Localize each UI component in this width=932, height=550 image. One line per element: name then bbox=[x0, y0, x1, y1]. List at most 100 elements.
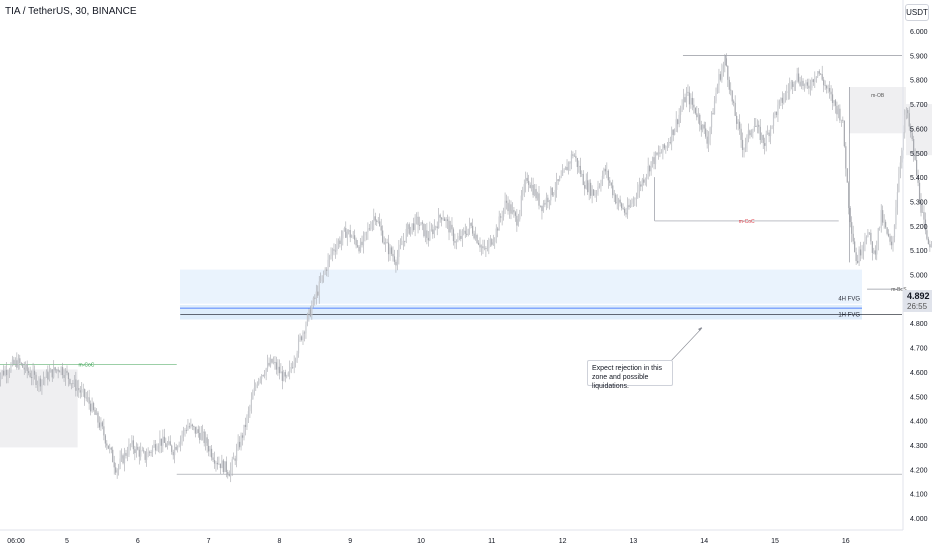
candle-body bbox=[918, 182, 921, 202]
candle-body bbox=[799, 81, 801, 86]
candle-body bbox=[715, 93, 717, 102]
projection bbox=[669, 327, 703, 363]
candle-body bbox=[812, 79, 814, 83]
candle-body bbox=[143, 450, 145, 452]
candle-body bbox=[451, 224, 453, 230]
candle-body bbox=[411, 223, 413, 228]
candle-body bbox=[101, 422, 103, 427]
candle-body bbox=[492, 242, 494, 245]
structure-label: m-BoS bbox=[891, 287, 907, 293]
candle-body bbox=[417, 216, 419, 225]
candle-body bbox=[150, 451, 152, 453]
candle-body bbox=[544, 203, 546, 205]
candle-body bbox=[387, 242, 390, 255]
candle-body bbox=[535, 189, 537, 199]
candle-body bbox=[587, 180, 589, 193]
candle-body bbox=[854, 241, 856, 253]
candle-body bbox=[696, 113, 698, 118]
candle-body bbox=[246, 416, 248, 428]
candle-body bbox=[916, 159, 918, 176]
candle-body bbox=[206, 437, 208, 446]
candle-body bbox=[79, 390, 81, 393]
candle-body bbox=[185, 429, 188, 431]
time-tick-label: 14 bbox=[700, 538, 708, 545]
candle-body bbox=[867, 232, 869, 237]
candle-body bbox=[267, 362, 269, 369]
candle-body bbox=[677, 119, 679, 125]
candle-body bbox=[402, 240, 404, 245]
candle-body bbox=[687, 91, 689, 93]
candle-body bbox=[202, 431, 204, 433]
price-tick-label: 5.600 bbox=[910, 126, 928, 133]
fvg-zone bbox=[180, 269, 862, 304]
candle-body bbox=[126, 454, 129, 456]
price-tick-label: 4.800 bbox=[910, 321, 928, 328]
candle-body bbox=[359, 241, 362, 252]
candle-body bbox=[678, 114, 680, 125]
candle-body bbox=[76, 387, 78, 391]
candle-body bbox=[503, 208, 505, 217]
candle-body bbox=[590, 182, 592, 196]
candle-body bbox=[722, 64, 724, 71]
candle-body bbox=[85, 397, 87, 399]
candle-body bbox=[427, 237, 429, 241]
candle-body bbox=[899, 162, 901, 174]
candle-body bbox=[178, 444, 180, 447]
annotation-note[interactable]: Expect rejection in this zone and possib… bbox=[587, 360, 673, 390]
candle-body bbox=[734, 102, 736, 116]
candle-body bbox=[879, 226, 881, 229]
candle-body bbox=[35, 374, 37, 385]
candle-body bbox=[749, 130, 751, 136]
price-tick-label: 4.100 bbox=[910, 492, 928, 499]
candle-body bbox=[432, 229, 434, 235]
candle-body bbox=[747, 130, 750, 136]
candle-body bbox=[54, 367, 56, 371]
price-tick-label: 4.700 bbox=[910, 346, 928, 353]
candle-body bbox=[157, 445, 160, 449]
price-tick-label: 5.300 bbox=[910, 199, 928, 206]
candle-body bbox=[194, 426, 196, 434]
candle-body bbox=[377, 221, 379, 223]
candle-body bbox=[498, 216, 500, 231]
candle-body bbox=[20, 363, 22, 364]
candle-body bbox=[609, 180, 611, 183]
candle-body bbox=[162, 436, 164, 446]
candle-body bbox=[129, 444, 132, 446]
candle-body bbox=[5, 369, 8, 376]
candle-body bbox=[382, 230, 384, 243]
candle-body bbox=[893, 224, 896, 238]
candle-body bbox=[219, 463, 221, 469]
candle-body bbox=[256, 384, 258, 387]
candle-body bbox=[889, 236, 891, 242]
candle-body bbox=[855, 252, 857, 261]
candle-body bbox=[743, 148, 745, 151]
candle-body bbox=[662, 144, 664, 153]
candle-body bbox=[286, 375, 288, 377]
candle-body bbox=[249, 407, 251, 412]
candle-body bbox=[181, 435, 183, 439]
candle-body bbox=[858, 249, 860, 263]
candle-body bbox=[393, 256, 396, 262]
candle-body bbox=[314, 297, 316, 299]
candle-body bbox=[541, 205, 543, 212]
candle-body bbox=[269, 358, 272, 366]
candle-body bbox=[905, 110, 907, 115]
candle-body bbox=[843, 120, 845, 147]
candle-body bbox=[31, 376, 33, 378]
candle-body bbox=[672, 129, 674, 135]
candle-body bbox=[208, 445, 210, 452]
candle-body bbox=[441, 217, 443, 220]
candle-body bbox=[236, 448, 238, 461]
candle-body bbox=[731, 90, 733, 102]
candle-body bbox=[261, 375, 263, 379]
candle-body bbox=[691, 97, 693, 105]
candle-body bbox=[221, 460, 223, 469]
currency-button[interactable]: USDT bbox=[905, 4, 929, 21]
candle-body bbox=[98, 422, 101, 428]
candle-body bbox=[268, 362, 270, 366]
candle-body bbox=[739, 121, 741, 129]
candle-body bbox=[383, 242, 385, 244]
price-tick-label: 5.400 bbox=[910, 175, 928, 182]
